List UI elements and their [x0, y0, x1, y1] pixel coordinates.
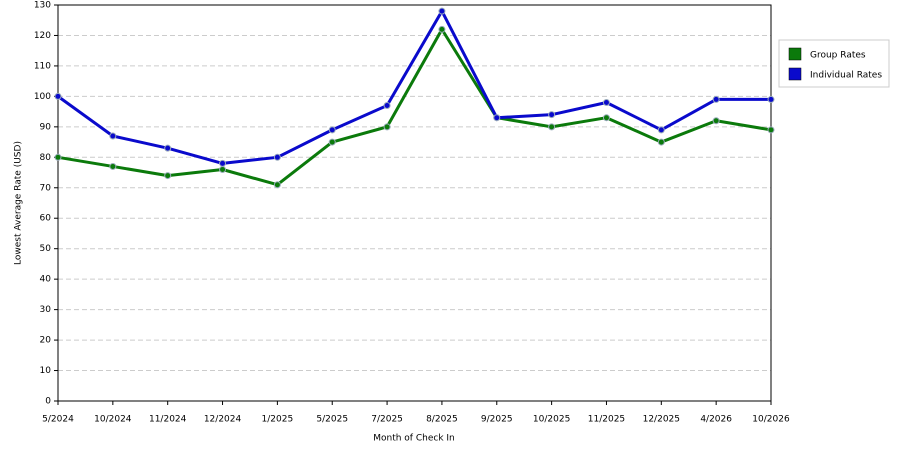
x-tick-label: 10/2026	[752, 415, 790, 425]
legend: Group Rates Individual Rates	[778, 39, 890, 88]
x-tick-label: 4/2026	[700, 415, 732, 425]
x-tick-label: 12/2025	[643, 415, 680, 425]
y-axis-label: Lowest Average Rate (USD)	[14, 141, 24, 265]
data-point	[54, 153, 62, 161]
y-tick-label: 0	[45, 397, 51, 407]
legend-label: Group Rates	[810, 51, 866, 61]
y-tick-label: 100	[34, 92, 51, 102]
y-tick-label: 30	[40, 305, 52, 315]
data-point	[164, 172, 172, 180]
data-point	[438, 25, 446, 33]
y-tick-label: 130	[34, 1, 51, 11]
data-point	[109, 132, 117, 140]
y-tick-label: 60	[40, 214, 52, 224]
y-tick-label: 80	[40, 153, 52, 163]
x-tick-label: 1/2025	[262, 415, 294, 425]
data-point	[328, 138, 336, 146]
y-tick-label: 110	[34, 61, 51, 71]
series-line	[57, 27, 772, 187]
x-tick-label: 10/2024	[94, 415, 132, 425]
data-point	[767, 126, 775, 134]
x-tick-label: 11/2025	[588, 415, 625, 425]
y-tick-label: 50	[40, 244, 52, 254]
legend-swatch	[788, 47, 802, 61]
y-tick-label: 70	[40, 183, 52, 193]
data-point	[767, 95, 775, 103]
x-tick-label: 10/2025	[533, 415, 570, 425]
data-point	[712, 117, 720, 125]
data-point	[219, 165, 227, 173]
data-point	[328, 126, 336, 134]
data-point	[493, 114, 501, 122]
y-tick-label: 90	[40, 122, 52, 132]
x-tick-label: 5/2025	[316, 415, 348, 425]
y-tick-label: 120	[34, 31, 51, 41]
x-tick-label: 11/2024	[149, 415, 187, 425]
plot-frame	[57, 4, 772, 402]
data-point	[383, 102, 391, 110]
data-point	[657, 126, 665, 134]
x-tick-label: 12/2024	[204, 415, 242, 425]
x-tick-label: 7/2025	[371, 415, 403, 425]
data-point	[164, 144, 172, 152]
data-point	[273, 153, 281, 161]
y-tick-label: 10	[40, 366, 52, 376]
data-point	[109, 162, 117, 170]
x-axis-label: Month of Check In	[373, 434, 455, 444]
y-tick-label: 20	[40, 336, 52, 346]
data-point	[657, 138, 665, 146]
series-line	[57, 9, 771, 165]
legend-label: Individual Rates	[810, 71, 882, 81]
data-point	[219, 159, 227, 167]
data-point	[273, 181, 281, 189]
data-point	[712, 95, 720, 103]
y-tick-label: 40	[40, 275, 52, 285]
legend-swatch	[788, 67, 802, 81]
data-point	[548, 123, 556, 131]
x-tick-label: 8/2025	[426, 415, 458, 425]
data-point	[602, 98, 610, 106]
data-point	[54, 92, 62, 100]
x-tick-label: 5/2024	[42, 415, 74, 425]
data-point	[438, 7, 446, 15]
x-tick-label: 9/2025	[481, 415, 513, 425]
data-point	[383, 123, 391, 131]
data-point	[548, 111, 556, 119]
data-point	[602, 114, 610, 122]
